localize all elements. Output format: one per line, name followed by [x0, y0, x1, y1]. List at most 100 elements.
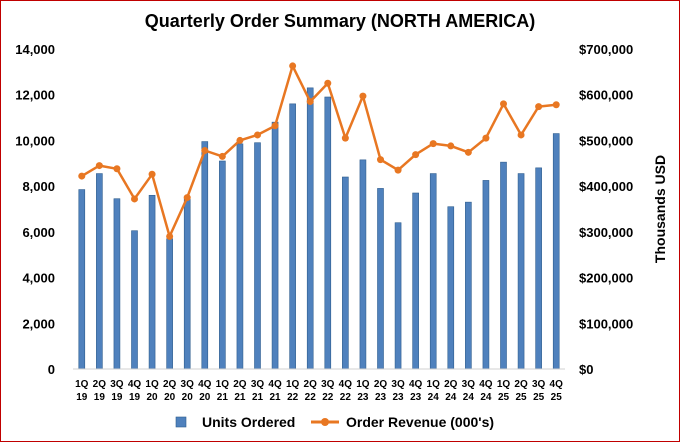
left-tick-label: 4,000: [22, 271, 55, 286]
revenue-point: [183, 194, 191, 202]
revenue-point: [78, 172, 86, 180]
category-label-quarter: 4Q: [339, 379, 353, 390]
revenue-point: [429, 140, 437, 148]
line-series-order-revenue: [78, 62, 560, 240]
bar-units-ordered: [535, 167, 542, 370]
bar-units-ordered: [148, 194, 156, 370]
revenue-point: [95, 162, 103, 170]
revenue-point: [394, 166, 402, 174]
legend-swatch-units-ordered: [175, 416, 187, 428]
bar-units-ordered: [271, 121, 279, 370]
category-label-quarter: 4Q: [198, 379, 212, 390]
category-label-year: 22: [340, 392, 352, 403]
revenue-point: [359, 92, 367, 100]
left-tick-label: 6,000: [22, 225, 55, 240]
bar-units-ordered: [412, 192, 419, 370]
category-labels: 1Q 19 2Q 19 3Q 19 4Q 19 1Q 20 2Q 20 3Q 20 4Q 20 1Q 21 2Q 21…: [75, 379, 563, 403]
category-label-year: 24: [480, 392, 492, 403]
revenue-point: [236, 136, 244, 144]
category-label-quarter: 4Q: [409, 379, 423, 390]
legend: Units Ordered Order Revenue (000's): [175, 414, 494, 430]
right-tick-label: $200,000: [579, 271, 633, 286]
revenue-point: [535, 103, 543, 111]
left-tick-label: 10,000: [15, 133, 55, 148]
bar-units-ordered: [517, 173, 525, 370]
right-tick-label: $600,000: [579, 88, 633, 103]
category-label-year: 24: [463, 392, 475, 403]
category-label-year: 24: [445, 392, 457, 403]
right-tick-label: $700,000: [579, 42, 633, 57]
category-label-year: 23: [375, 392, 387, 403]
revenue-point: [447, 142, 455, 150]
category-label-quarter: 4Q: [550, 379, 564, 390]
revenue-point: [289, 62, 297, 70]
revenue-point: [500, 100, 507, 108]
bar-units-ordered: [78, 189, 86, 370]
bar-units-ordered: [254, 142, 261, 370]
category-label-year: 23: [357, 392, 369, 403]
right-tick-label: $400,000: [579, 179, 633, 194]
legend-label-units-ordered: Units Ordered: [202, 414, 295, 430]
category-label-year: 20: [199, 392, 211, 403]
category-label-year: 21: [217, 392, 229, 403]
bar-units-ordered: [342, 176, 349, 370]
left-tick-label: 8,000: [22, 179, 55, 194]
bar-units-ordered: [183, 198, 191, 370]
bar-units-ordered: [482, 180, 490, 370]
right-tick-label: $500,000: [579, 133, 633, 148]
category-label-quarter: 4Q: [268, 379, 282, 390]
bar-units-ordered: [201, 141, 209, 370]
category-label-year: 22: [287, 392, 299, 403]
category-label-year: 24: [428, 392, 440, 403]
revenue-point: [148, 170, 156, 178]
bar-units-ordered: [377, 188, 384, 370]
category-label-year: 22: [322, 392, 334, 403]
category-label-year: 21: [252, 392, 264, 403]
revenue-point: [412, 151, 420, 159]
left-axis-ticks: 0 2,000 4,000 6,000 8,000 10,000 12,000 14,000: [15, 42, 55, 377]
bar-units-ordered: [429, 173, 437, 370]
bar-units-ordered: [96, 173, 103, 370]
category-label-quarter: 2Q: [304, 379, 318, 390]
revenue-point: [201, 146, 209, 154]
right-tick-label: $100,000: [579, 316, 633, 331]
revenue-point: [464, 148, 472, 156]
left-tick-label: 2,000: [22, 316, 55, 331]
chart-title: Quarterly Order Summary (NORTH AMERICA): [145, 11, 535, 31]
left-tick-label: 12,000: [15, 88, 55, 103]
revenue-point: [271, 122, 279, 130]
right-tick-label: $0: [579, 362, 593, 377]
category-label-year: 25: [533, 392, 545, 403]
revenue-point: [254, 131, 261, 139]
revenue-line: [81, 64, 557, 238]
category-label-year: 21: [270, 392, 282, 403]
category-label-quarter: 3Q: [532, 379, 546, 390]
revenue-point: [324, 79, 332, 87]
category-label-quarter: 1Q: [497, 379, 511, 390]
category-label-quarter: 1Q: [75, 379, 89, 390]
category-label-quarter: 2Q: [374, 379, 388, 390]
category-label-year: 19: [94, 392, 106, 403]
revenue-point: [218, 152, 226, 160]
category-label-quarter: 2Q: [163, 379, 177, 390]
category-label-year: 19: [76, 392, 88, 403]
bar-units-ordered: [465, 201, 472, 370]
category-label-quarter: 4Q: [128, 379, 142, 390]
category-label-quarter: 3Q: [321, 379, 335, 390]
revenue-point: [113, 165, 121, 173]
category-label-quarter: 3Q: [251, 379, 265, 390]
category-label-year: 19: [129, 392, 141, 403]
category-label-year: 23: [393, 392, 405, 403]
bar-units-ordered: [394, 222, 402, 370]
revenue-point: [482, 134, 490, 142]
bar-series-units-ordered: [78, 87, 560, 370]
bar-units-ordered: [166, 238, 173, 370]
legend-marker-order-revenue: [321, 418, 329, 426]
category-label-quarter: 4Q: [479, 379, 493, 390]
category-label-year: 25: [551, 392, 563, 403]
left-tick-label: 0: [48, 362, 55, 377]
legend-label-order-revenue: Order Revenue (000's): [346, 414, 494, 430]
bar-units-ordered: [324, 96, 332, 370]
category-label-quarter: 1Q: [145, 379, 159, 390]
